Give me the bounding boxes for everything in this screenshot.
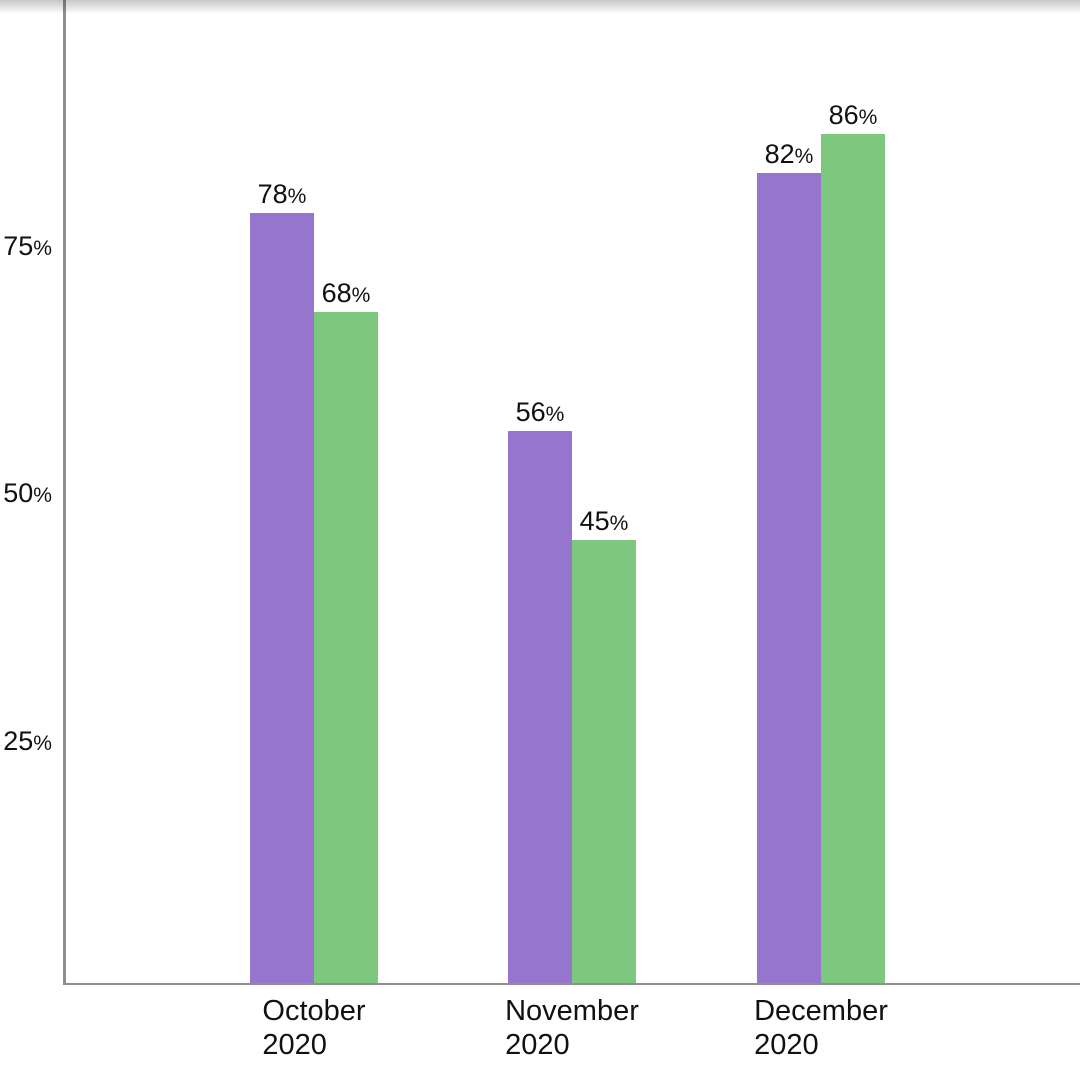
bar-value-suffix: % [858,105,878,129]
y-axis-label-value: 50 [3,478,34,508]
bar-value-label: 78% [258,178,307,213]
y-axis-line [63,0,66,985]
bar-value-number: 45 [579,505,610,536]
bar-value-label: 82% [765,138,814,173]
x-axis-label-month: December [754,995,888,1027]
bar-value-label: 56% [516,396,565,431]
x-axis-label-year: 2020 [505,1029,570,1061]
y-axis-label-suffix: % [33,484,52,507]
bar-value-suffix: % [351,283,371,307]
top-edge-shadow [0,0,1080,14]
y-axis-label: 50% [3,477,52,512]
bar-value-suffix: % [545,402,565,426]
x-axis-label-october: October 2020 [262,994,365,1062]
bar-value-number: 82 [764,139,795,170]
bar-purple-november [508,430,572,985]
y-axis-label: 25% [3,725,52,760]
bar-value-label: 45% [580,505,629,540]
x-axis-label-month: November [505,995,639,1027]
bar-green-october [314,311,378,985]
bar-value-suffix: % [609,511,629,535]
bar-value-number: 68 [321,277,352,308]
y-axis-label-suffix: % [33,731,52,755]
bar-value-label: 68% [322,277,371,312]
y-axis-label: 75% [3,230,52,265]
bar-value-number: 56 [515,396,546,427]
y-axis-label-value: 75 [3,230,34,261]
x-axis-line [63,982,1080,985]
y-axis-label-value: 25 [3,725,34,756]
x-axis-label-month: October [262,995,366,1027]
x-axis-label-december: December 2020 [754,994,888,1062]
bar-value-suffix: % [287,184,307,208]
bar-green-december [821,133,885,985]
x-axis-label-november: November 2020 [505,994,639,1062]
bar-green-november [572,539,636,985]
bar-value-number: 78 [257,178,288,209]
bar-value-number: 86 [828,99,859,130]
bar-purple-october [250,212,314,985]
bar-purple-december [757,173,821,985]
bar-value-suffix: % [794,145,814,169]
x-axis-label-year: 2020 [262,1029,327,1061]
x-axis-label-year: 2020 [754,1029,819,1061]
y-axis-label-suffix: % [33,236,52,260]
bar-value-label: 86% [829,99,878,134]
